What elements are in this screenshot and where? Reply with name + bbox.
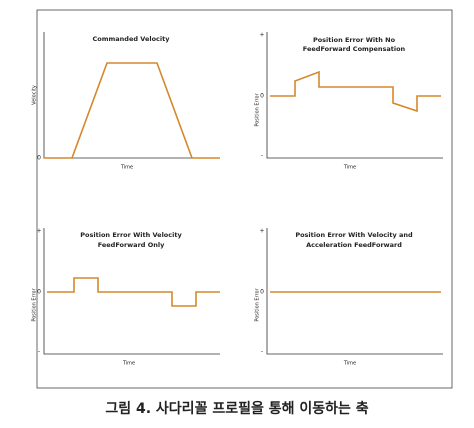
y-tick-label: - (261, 349, 263, 356)
panel: Position Error With No FeedForward Compe… (255, 32, 443, 171)
y-tick-label: 0 (260, 93, 264, 100)
y-tick-label: 0 (260, 289, 264, 296)
panel-title: Commanded Velocity (93, 35, 171, 43)
y-tick-label: - (261, 153, 263, 160)
error-line (270, 70, 441, 113)
y-tick-label: + (36, 228, 41, 235)
x-label: Time (343, 165, 356, 171)
x-label: Time (122, 361, 135, 367)
axes (266, 228, 443, 355)
caption: 그림 4. 사다리꼴 프로필을 통해 이동하는 축 (105, 400, 368, 417)
y-tick-label: + (259, 228, 264, 235)
panel: Position Error With Velocity FeedForward… (32, 228, 220, 367)
panel-title: Position Error With Velocity and (295, 231, 413, 239)
y-tick-label: + (259, 32, 264, 39)
y-tick-label: 0 (37, 155, 41, 162)
y-tick-label: 0 (37, 289, 41, 296)
y-label: Position Error (255, 92, 261, 126)
axes (43, 228, 220, 355)
profile-line (44, 62, 220, 159)
axes (266, 32, 443, 159)
panel: Position Error With Velocity and Acceler… (255, 228, 443, 367)
panel-title: FeedForward Only (98, 241, 165, 249)
panel-title: Acceleration FeedForward (306, 241, 402, 249)
panel: Commanded Velocity Velocity 0 Time (32, 32, 220, 171)
panel-title: Position Error With No (313, 36, 396, 44)
frame (36, 9, 453, 389)
y-label: Velocity (32, 85, 38, 105)
x-label: Time (120, 165, 133, 171)
y-tick-label: - (38, 349, 40, 356)
error-line (47, 277, 220, 307)
x-label: Time (343, 361, 356, 367)
y-label: Position Error (255, 287, 261, 321)
panel-title: Position Error With Velocity (80, 231, 182, 239)
panel-title: FeedForward Compensation (303, 45, 406, 53)
y-label: Position Error (32, 287, 38, 321)
